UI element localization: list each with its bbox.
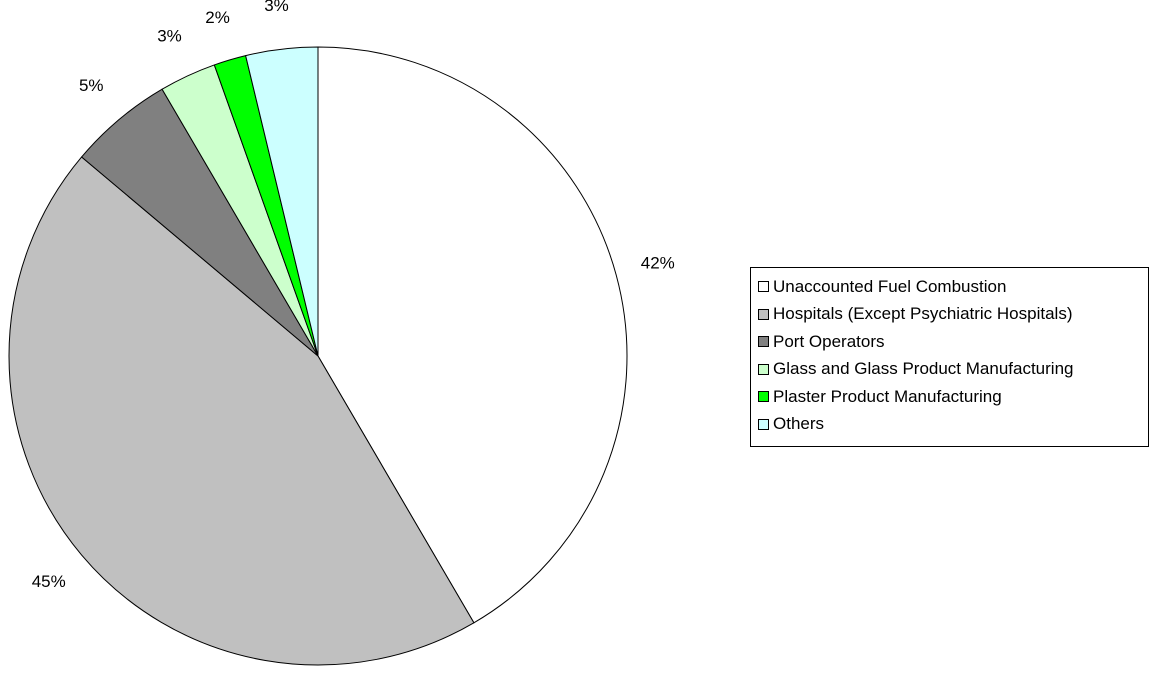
data-label: 2% [205, 8, 230, 27]
pie-slice [245, 46, 319, 357]
legend-item: Plaster Product Manufacturing [758, 383, 1148, 411]
legend-swatch [758, 418, 769, 430]
pie-slice [317, 46, 628, 624]
legend-swatch [758, 336, 769, 348]
legend-item: Port Operators [758, 328, 1148, 356]
legend-item: Unaccounted Fuel Combustion [758, 273, 1148, 301]
data-labels: 42% 45% 5% 3% 2% 3% [32, 0, 675, 591]
legend-swatch [758, 363, 769, 375]
legend-label: Hospitals (Except Psychiatric Hospitals) [773, 304, 1073, 324]
data-label: 5% [79, 76, 104, 95]
data-label: 45% [32, 572, 66, 591]
pie-slice [8, 156, 475, 666]
legend-item: Glass and Glass Product Manufacturing [758, 356, 1148, 384]
legend-label: Plaster Product Manufacturing [773, 386, 1002, 406]
legend-item: Hospitals (Except Psychiatric Hospitals) [758, 301, 1148, 329]
data-label: 42% [641, 253, 675, 272]
legend-swatch [758, 308, 769, 320]
legend-label: Others [773, 414, 825, 434]
legend: Unaccounted Fuel Combustion Hospitals (E… [750, 267, 1149, 447]
legend-swatch [758, 391, 769, 403]
legend-swatch [758, 281, 769, 293]
legend-item: Others [758, 411, 1148, 439]
pie-slices [8, 46, 628, 666]
legend-label: Glass and Glass Product Manufacturing [773, 359, 1074, 379]
data-label: 3% [157, 26, 182, 45]
legend-label: Unaccounted Fuel Combustion [773, 276, 1007, 296]
data-label: 3% [264, 0, 289, 15]
legend-label: Port Operators [773, 331, 885, 351]
